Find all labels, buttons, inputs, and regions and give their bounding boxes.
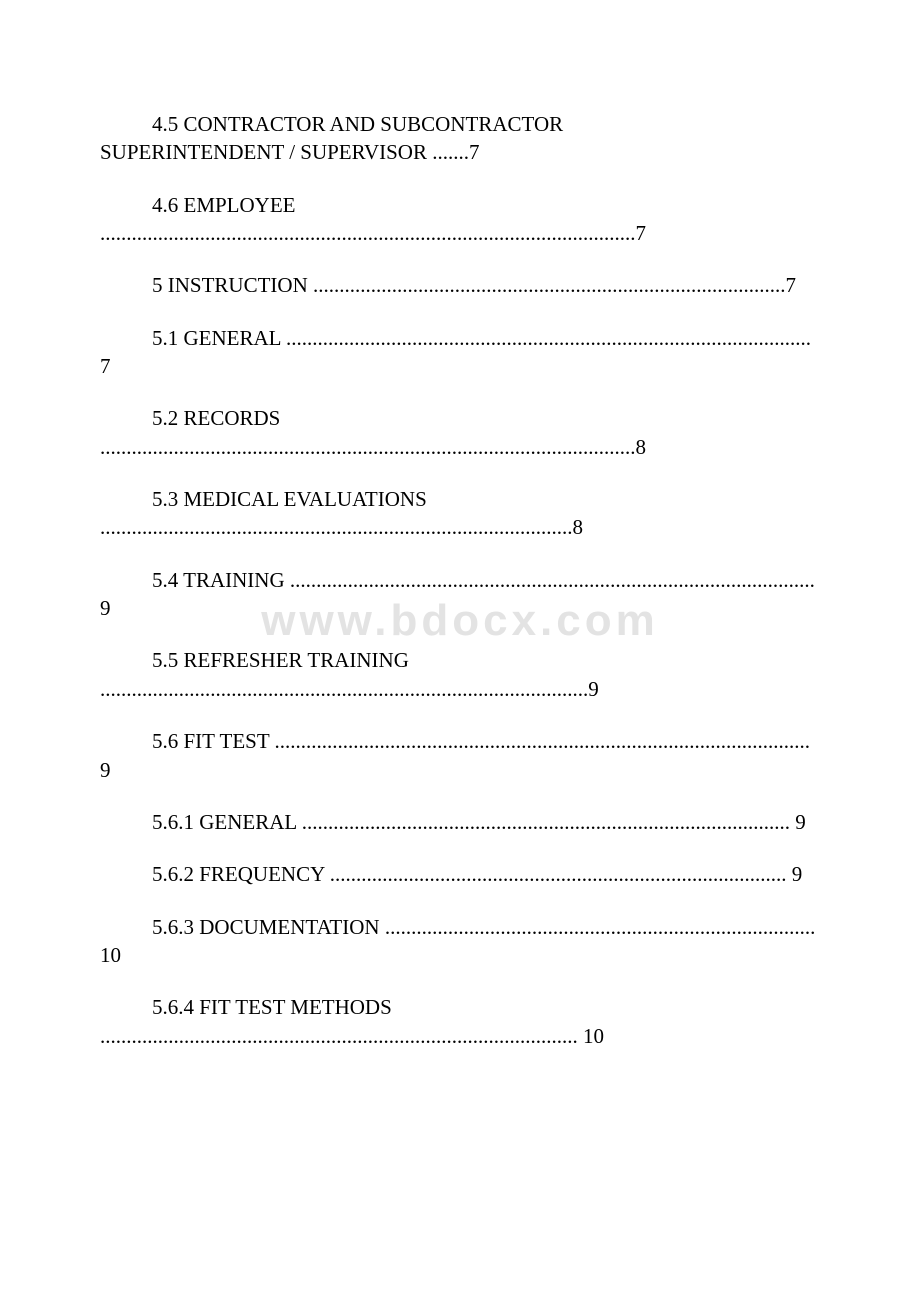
toc-leader: ........................................… <box>313 273 796 297</box>
toc-text: 5.4 TRAINING <box>152 568 290 592</box>
toc-text: 5.1 GENERAL <box>152 326 286 350</box>
toc-text: 5.6.3 DOCUMENTATION <box>152 915 385 939</box>
toc-leader: ........................................… <box>100 435 646 459</box>
toc-entry: 5.6.3 DOCUMENTATION ....................… <box>100 913 820 970</box>
toc-text: 5.6 FIT TEST <box>152 729 275 753</box>
toc-entry: 5.6.4 FIT TEST METHODS .................… <box>100 993 820 1050</box>
toc-leader: ........................................… <box>100 677 599 701</box>
toc-text: 5.6.2 FREQUENCY <box>152 862 330 886</box>
toc-leader: ........................................… <box>302 810 806 834</box>
toc-entry: 5.3 MEDICAL EVALUATIONS ................… <box>100 485 820 542</box>
toc-leader: ........................................… <box>100 515 583 539</box>
toc-entry: 5.5 REFRESHER TRAINING .................… <box>100 646 820 703</box>
toc-entry: 5.4 TRAINING ...........................… <box>100 566 820 623</box>
toc-entry: 4.5 CONTRACTOR AND SUBCONTRACTOR SUPERIN… <box>100 110 820 167</box>
toc-entry: 4.6 EMPLOYEE ...........................… <box>100 191 820 248</box>
toc-leader: ........................................… <box>100 1024 604 1048</box>
toc-text: 5.6.4 FIT TEST METHODS <box>152 995 392 1019</box>
toc-text: 5.2 RECORDS <box>152 406 280 430</box>
toc-leader: ........................................… <box>100 221 646 245</box>
toc-entry: 5.1 GENERAL ............................… <box>100 324 820 381</box>
toc-entry: 5.6.2 FREQUENCY ........................… <box>100 860 820 888</box>
toc-text: 5.3 MEDICAL EVALUATIONS <box>152 487 427 511</box>
toc-text: 5.5 REFRESHER TRAINING <box>152 648 409 672</box>
toc-entry: 5.2 RECORDS ............................… <box>100 404 820 461</box>
toc-entry: 5.6.1 GENERAL ..........................… <box>100 808 820 836</box>
toc-text: SUPERINTENDENT / SUPERVISOR .......7 <box>100 138 820 166</box>
toc-entry: 5 INSTRUCTION ..........................… <box>100 271 820 299</box>
toc-content: 4.5 CONTRACTOR AND SUBCONTRACTOR SUPERIN… <box>100 110 820 1050</box>
toc-text: 5 INSTRUCTION <box>152 273 313 297</box>
toc-text: 5.6.1 GENERAL <box>152 810 302 834</box>
toc-leader: ........................................… <box>330 862 803 886</box>
toc-text: 4.6 EMPLOYEE <box>152 193 296 217</box>
toc-entry: 5.6 FIT TEST ...........................… <box>100 727 820 784</box>
toc-text: 4.5 CONTRACTOR AND SUBCONTRACTOR <box>152 112 563 136</box>
